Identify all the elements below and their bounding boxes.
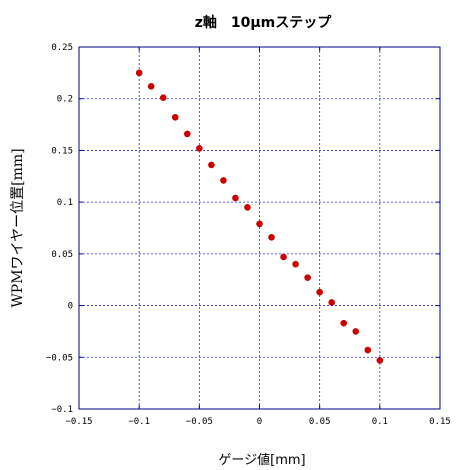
x-axis-ticks: −0.15 −0.1 −0.05 0 0.05 0.1 0.15 bbox=[65, 47, 451, 427]
data-point bbox=[171, 114, 179, 121]
data-point bbox=[328, 299, 336, 306]
data-point bbox=[352, 328, 360, 335]
data-point bbox=[232, 194, 239, 202]
y-tick-label: 0 bbox=[68, 302, 73, 312]
x-tick-label: 0.05 bbox=[309, 417, 331, 427]
data-point bbox=[196, 145, 203, 152]
data-point bbox=[304, 274, 311, 281]
y-tick-label: 0.15 bbox=[51, 146, 73, 156]
data-point bbox=[244, 204, 251, 211]
data-point bbox=[364, 346, 372, 354]
y-tick-label: 0.25 bbox=[51, 43, 73, 53]
data-point bbox=[147, 83, 155, 90]
data-point bbox=[135, 69, 143, 77]
y-tick-label: 0.05 bbox=[51, 250, 73, 260]
y-tick-label: 0.2 bbox=[57, 95, 73, 105]
data-point bbox=[268, 234, 275, 241]
grid bbox=[79, 47, 440, 409]
data-point bbox=[280, 253, 287, 261]
data-point bbox=[220, 177, 227, 184]
x-axis-label: ゲージ値[mm] bbox=[218, 452, 305, 468]
y-tick-label: 0.1 bbox=[57, 198, 73, 208]
x-tick-label: −0.15 bbox=[65, 417, 92, 427]
data-point bbox=[159, 94, 167, 101]
data-point bbox=[376, 357, 384, 364]
y-axis-label: WPMワイヤー位置[mm] bbox=[10, 148, 26, 307]
y-tick-label: −0.1 bbox=[51, 405, 73, 415]
data-point bbox=[340, 319, 348, 327]
data-point bbox=[184, 130, 191, 138]
data-points bbox=[135, 69, 384, 364]
data-point bbox=[316, 288, 323, 296]
x-tick-label: 0.1 bbox=[372, 417, 388, 427]
data-point bbox=[208, 161, 215, 169]
chart-title: z軸 10μmステップ bbox=[195, 14, 333, 31]
y-tick-label: −0.05 bbox=[46, 353, 73, 363]
x-tick-label: 0.15 bbox=[429, 417, 451, 427]
x-tick-label: 0 bbox=[257, 417, 262, 427]
x-tick-label: −0.05 bbox=[186, 417, 213, 427]
y-axis-ticks: −0.1 −0.05 0 0.05 0.1 0.15 0.2 0.25 bbox=[46, 43, 440, 415]
data-point bbox=[292, 260, 299, 268]
data-point bbox=[256, 220, 263, 228]
x-tick-label: −0.1 bbox=[128, 417, 150, 427]
